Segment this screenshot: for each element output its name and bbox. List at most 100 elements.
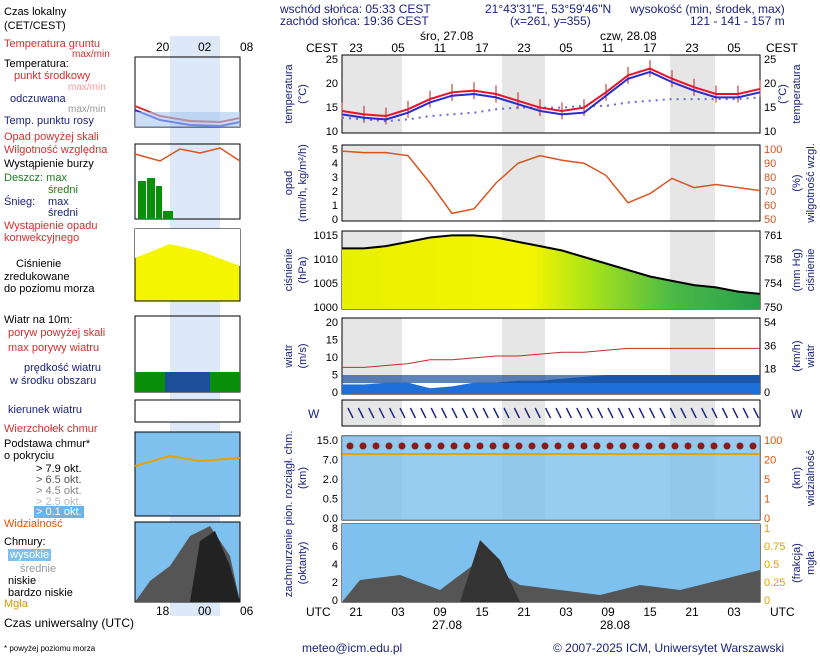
coordinates-text: 21°43'31"E, 53°59'46"N: [485, 2, 612, 16]
axis-tick: 5: [332, 144, 338, 156]
axis-tick: 1015: [314, 230, 338, 242]
legend-cloud-base: Podstawa chmur*: [4, 438, 91, 450]
mini-legend-chart: [134, 36, 241, 616]
axis-tick: 6: [332, 541, 338, 553]
axis-tick: 20: [764, 78, 776, 90]
legend-gust-max: max porywy wiatru: [8, 342, 100, 354]
axis-tick: 15: [764, 102, 776, 114]
wind-arrow: [742, 407, 749, 419]
cloud-bg: [342, 436, 760, 520]
legend-convective-2: konwekcyjnego: [4, 232, 80, 244]
humidity-axis-unit: (%): [791, 174, 803, 191]
wind-axis-title-right: wiatr: [805, 344, 817, 369]
night-band: [502, 145, 545, 221]
legend-temp-mid: punkt środkowy: [14, 70, 91, 82]
axis-tick: 20: [326, 317, 338, 329]
wind-arrow: [752, 407, 760, 419]
cover-axis-title: zachmurzenie: [283, 529, 295, 597]
axis-tick: 1: [332, 200, 338, 212]
cloud-top-marker: [580, 442, 588, 450]
cloud-top-marker: [736, 442, 744, 450]
temp-axis-unit: (°C): [297, 84, 309, 104]
cloud-axis-unit: (km): [297, 467, 309, 489]
cloud-top-marker: [437, 442, 445, 450]
legend-clouds: Chmury:: [4, 536, 46, 548]
legend-snow-mid: średni: [48, 207, 78, 219]
axis-tick: 2: [332, 186, 338, 198]
mini-wind-area-green: [135, 372, 165, 392]
axis-tick: 50: [764, 214, 776, 226]
axis-tick: 80: [764, 172, 776, 184]
visibility-axis-title: widzialność: [805, 449, 817, 507]
mini-humidity-line: [134, 147, 241, 162]
cloud-top-marker: [398, 442, 406, 450]
wind-axis-unit: (m/s): [297, 343, 309, 368]
legend-temp: Temperatura:: [4, 58, 69, 70]
cloud-top-marker: [346, 442, 354, 450]
pressure-axis-title: ciśnienie: [283, 249, 295, 292]
legend-temp-felt-maxmin: max/min: [68, 104, 106, 115]
mini-time-tick: 06: [240, 604, 254, 618]
night-band: [670, 400, 715, 426]
cloud-top-marker: [632, 442, 640, 450]
mini-time-tick: 02: [198, 40, 212, 54]
cover-vlow-area: [460, 540, 520, 602]
wind-arrow: [420, 407, 427, 419]
axis-tick: 0: [332, 214, 338, 226]
utc-tick: 21: [685, 605, 699, 619]
wind-arrow: [628, 407, 635, 419]
fog-axis-title: mgła: [805, 550, 817, 575]
utc-tick: 15: [643, 605, 657, 619]
cest-tick: 05: [391, 41, 405, 55]
cloud-axis-title: pion. rozciągł. chm.: [283, 431, 295, 526]
cest-tick: 05: [559, 41, 573, 55]
axis-tick: 4: [332, 158, 338, 170]
legend-temp-maxmin: max/min: [68, 82, 106, 93]
legend-storm: Wystąpienie burzy: [4, 158, 94, 170]
legend-pressure-3: do poziomu morza: [4, 283, 95, 295]
legend-convective: Wystąpienie opadu: [4, 220, 98, 232]
cloud-top-marker: [749, 442, 757, 450]
legend-cloud-top: Wierzchołek chmur: [4, 423, 98, 435]
legend-clouds-low: niskie: [8, 575, 37, 587]
axis-tick: 1: [764, 523, 770, 535]
legend-okt-01: > 0.1 okt.: [34, 506, 84, 518]
axis-tick: 1005: [314, 278, 338, 290]
wind-arrow: [461, 407, 469, 419]
wind-arrow: [534, 407, 541, 419]
humidity-axis-title: wilgotność wzgl.: [805, 143, 817, 223]
wind-arrow: [347, 407, 354, 419]
axis-tick: 1: [764, 494, 770, 506]
axis-tick: 2.0: [323, 474, 338, 486]
cloud-top-marker: [645, 442, 653, 450]
wind-arrow: [378, 407, 385, 419]
mini-time-tick: 00: [198, 604, 212, 618]
wind-arrow: [440, 407, 448, 419]
winddir-compass-right: W: [791, 407, 803, 421]
utc-tick: 21: [517, 605, 531, 619]
panel-frame-prec: [341, 144, 761, 222]
axis-tick: 54: [764, 317, 776, 329]
humidity-line: [341, 150, 761, 215]
cloud-top-marker: [476, 442, 484, 450]
wind-arrow: [638, 407, 645, 419]
axis-tick: 2: [332, 577, 338, 589]
night-band: [342, 55, 402, 133]
legend-clouds-vlow: bardzo niskie: [8, 587, 73, 599]
cloud-top-marker: [684, 442, 692, 450]
sunset-text: zachód słońca: 19:36 CEST: [280, 14, 429, 28]
axis-tick: 70: [764, 186, 776, 198]
utc-tick: 03: [559, 605, 573, 619]
axis-tick: 20: [326, 78, 338, 90]
contact-email-link[interactable]: meteo@icm.edu.pl: [302, 641, 403, 655]
mini-visibility-line: [134, 454, 241, 467]
cest-label: CEST: [306, 41, 339, 55]
axis-tick: 1000: [314, 302, 338, 314]
legend-time-local-2: (CET/CEST): [4, 20, 66, 32]
elevation-values: 121 - 141 - 157 m: [690, 14, 785, 28]
cest-tick: 23: [685, 41, 699, 55]
elevation-title: wysokość (min, środek, max): [630, 2, 785, 16]
cest-label-right: CEST: [766, 41, 799, 55]
axis-tick: 15: [326, 335, 338, 347]
